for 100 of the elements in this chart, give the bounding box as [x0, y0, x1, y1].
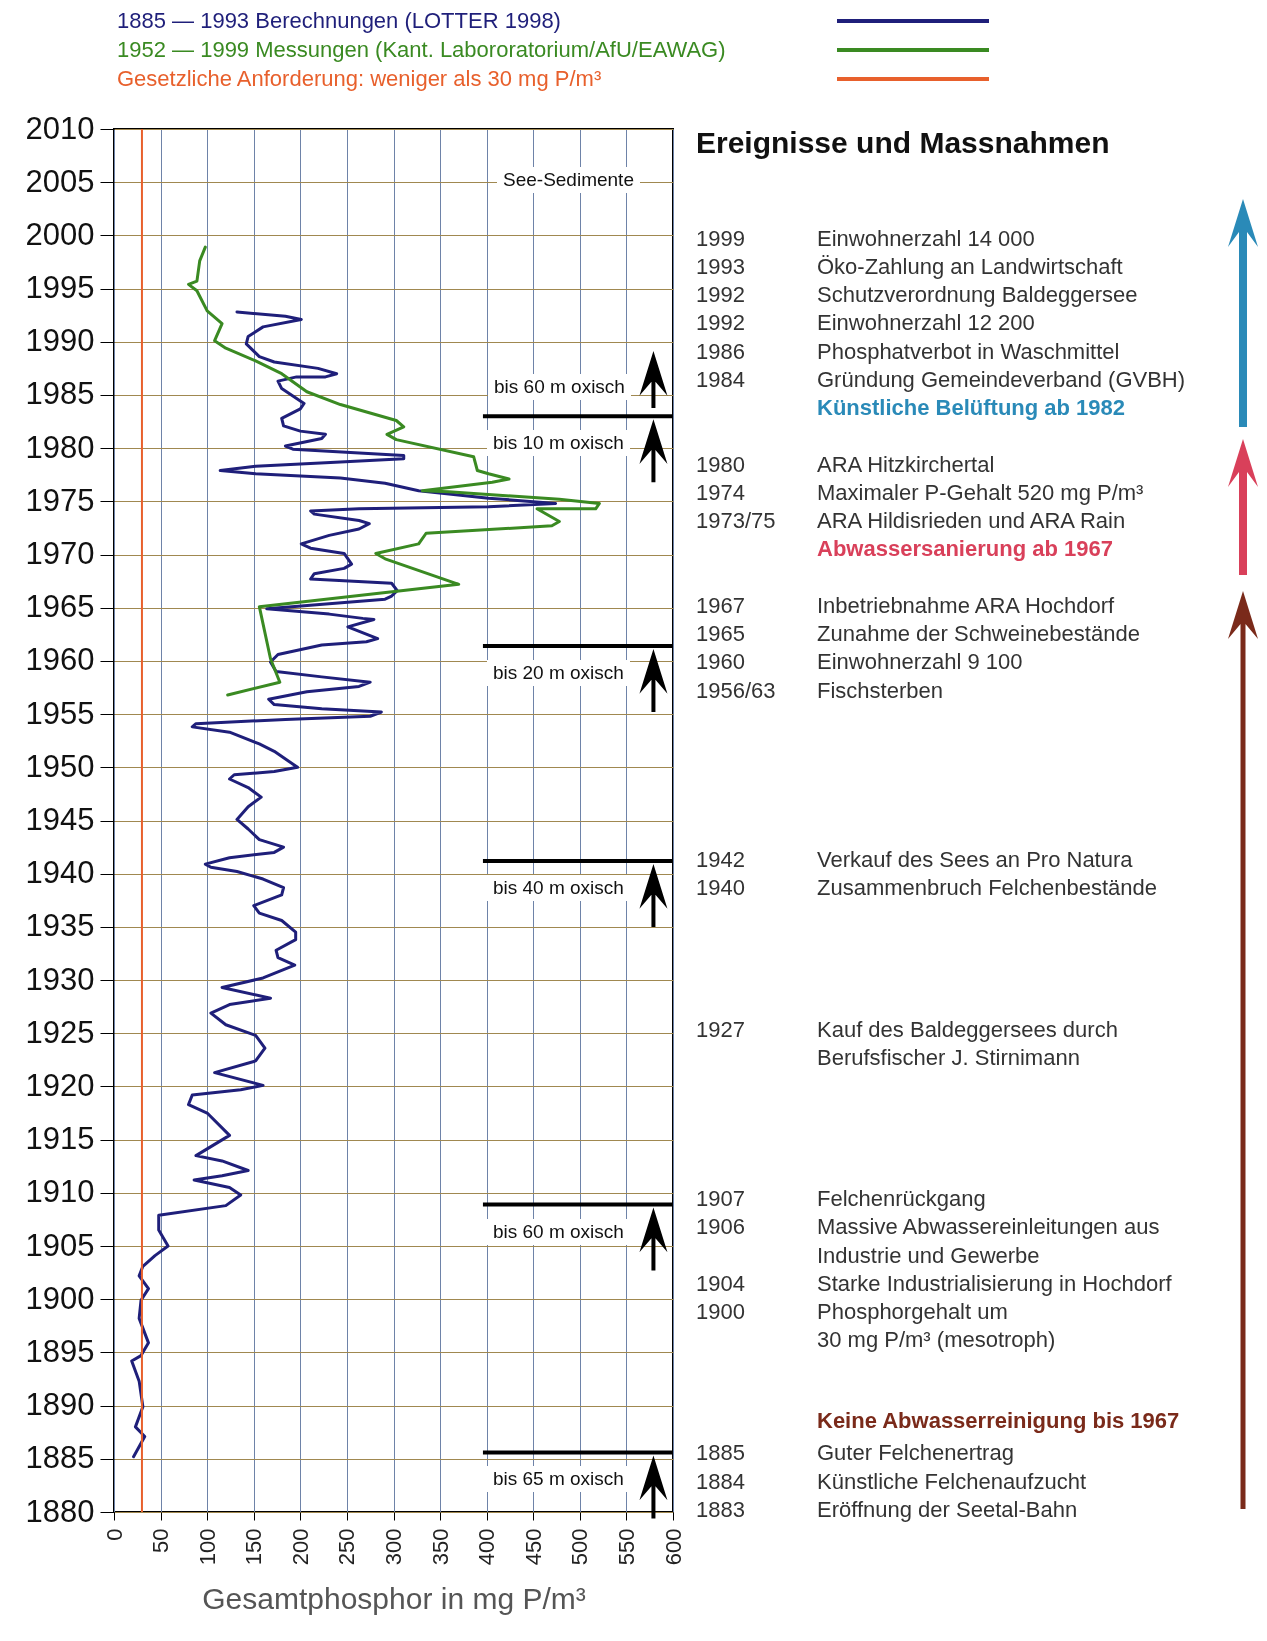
text: 1885 — 1993 Berechnungen (LOTTER 1998)	[117, 7, 562, 34]
ref-line-label: bis 20 m oxisch	[486, 660, 630, 687]
x-tick-label: 350	[427, 1528, 453, 1566]
text: Schutzverordnung Baldeggersee	[817, 281, 1138, 310]
x-tick-label: 250	[334, 1528, 360, 1566]
text: 1942	[696, 846, 745, 875]
text: ARA Hitzkirchertal	[817, 450, 995, 479]
y-tick-label: 1915	[25, 1121, 95, 1157]
text: 1940	[696, 874, 745, 903]
x-tick-label: 200	[287, 1528, 313, 1566]
text: Künstliche Belüftung ab 1982	[817, 394, 1126, 423]
text: Einwohnerzahl 14 000	[817, 224, 1035, 253]
x-tick-label: 450	[520, 1528, 546, 1566]
text: Maximaler P-Gehalt 520 mg P/m³	[817, 478, 1144, 507]
text: Gründung Gemeindeverband (GVBH)	[817, 365, 1186, 394]
text: ARA Hildisrieden und ARA Rain	[817, 507, 1126, 536]
x-tick-label: 100	[194, 1528, 220, 1566]
y-tick-label: 1980	[25, 429, 95, 465]
x-tick-label: 300	[381, 1528, 406, 1566]
text: 30 mg P/m³ (mesotroph)	[817, 1326, 1056, 1355]
text: Einwohnerzahl 12 200	[817, 309, 1035, 338]
y-tick-label: 1960	[25, 642, 95, 678]
text: 1960	[696, 648, 745, 677]
y-tick-label: 1940	[25, 855, 95, 891]
text: 1904	[696, 1269, 745, 1298]
text: Zunahme der Schweinebestände	[817, 620, 1140, 649]
y-tick-label: 1900	[25, 1280, 95, 1316]
text: 1907	[696, 1185, 745, 1214]
text: Fischsterben	[817, 676, 943, 705]
text: 1965	[696, 620, 745, 649]
text: Kauf des Baldeggersees durch	[817, 1015, 1118, 1044]
text: 1974	[696, 478, 745, 507]
y-tick-label: 1930	[25, 961, 95, 997]
text: Phosphatverbot in Waschmittel	[817, 337, 1120, 366]
text: 1992	[696, 309, 745, 338]
x-tick-label: 400	[474, 1528, 500, 1566]
text: 1906	[696, 1213, 745, 1242]
text: Industrie und Gewerbe	[817, 1241, 1040, 1270]
y-tick-label: 1965	[25, 589, 95, 625]
y-tick-label: 1955	[25, 695, 95, 731]
y-tick-label: 1990	[25, 323, 95, 359]
x-tick-label: 0	[101, 1528, 127, 1541]
text: 1927	[696, 1015, 745, 1044]
x-axis-title: Gesamtphosphor in mg P/m³	[202, 1582, 586, 1616]
text: Einwohnerzahl 9 100	[817, 648, 1023, 677]
y-tick-label: 1975	[25, 482, 95, 518]
text: Starke Industrialisierung in Hochdorf	[817, 1269, 1172, 1298]
annotation: bis 60 m oxisch	[488, 374, 631, 401]
text: Eröffnung der Seetal-Bahn	[817, 1495, 1078, 1524]
text: 1999	[696, 224, 745, 253]
text: Abwassersanierung ab 1967	[817, 535, 1113, 564]
x-tick-label: 150	[241, 1528, 267, 1566]
y-tick-label: 1935	[25, 908, 95, 944]
y-tick-label: 1950	[25, 748, 95, 784]
y-tick-label: 1945	[25, 802, 95, 837]
text: Felchenrückgang	[817, 1185, 986, 1214]
y-tick-label: 1920	[25, 1067, 95, 1103]
text: 1883	[696, 1495, 745, 1524]
text: 1993	[696, 252, 745, 281]
text: 1967	[696, 591, 745, 620]
text: 1980	[696, 450, 745, 479]
annotation: See-Sedimente	[497, 166, 640, 193]
text: Ereignisse und Massnahmen	[696, 125, 1110, 159]
x-tick-label: 50	[148, 1528, 174, 1553]
x-tick-label: 600	[660, 1528, 686, 1566]
text: 1956/63	[696, 676, 776, 705]
text: Zusammenbruch Felchenbestände	[817, 874, 1157, 903]
ref-line-label: bis 65 m oxisch	[486, 1466, 630, 1493]
ref-line-label: Gesetzliche Anforderung: weniger als 30 mg P/m³	[117, 65, 603, 92]
y-tick-label: 1985	[25, 376, 95, 412]
text: Verkauf des Sees an Pro Natura	[817, 846, 1133, 875]
y-tick-label: 2010	[25, 110, 95, 146]
text: 1884	[696, 1467, 745, 1496]
text: 1986	[696, 337, 745, 366]
text: Phosphorgehalt um	[817, 1298, 1008, 1327]
y-tick-label: 1910	[25, 1174, 95, 1210]
y-tick-label: 1925	[25, 1014, 95, 1050]
ref-line-label: bis 10 m oxisch	[486, 430, 630, 457]
y-tick-label: 1970	[25, 536, 95, 572]
text: Berufsfischer J. Stirnimann	[817, 1043, 1080, 1072]
text: Künstliche Felchenaufzucht	[817, 1467, 1087, 1496]
y-tick-label: 2000	[25, 216, 95, 252]
ref-line-label: bis 40 m oxisch	[486, 874, 630, 901]
y-tick-label: 1880	[25, 1493, 95, 1529]
y-tick-label: 1905	[25, 1227, 95, 1263]
text: Inbetriebnahme ARA Hochdorf	[817, 591, 1115, 620]
ref-line-label: bis 60 m oxisch	[486, 1218, 630, 1245]
text: 1992	[696, 281, 745, 310]
x-tick-label: 550	[613, 1528, 639, 1566]
y-tick-label: 2005	[25, 163, 95, 199]
y-tick-label: 1995	[25, 270, 95, 306]
text: Massive Abwassereinleitungen aus	[817, 1213, 1160, 1242]
y-tick-label: 1895	[25, 1333, 95, 1369]
y-tick-label: 1890	[25, 1387, 95, 1423]
text: Keine Abwasserreinigung bis 1967	[817, 1406, 1180, 1435]
text: 1885	[696, 1439, 745, 1468]
y-tick-label: 1885	[25, 1440, 95, 1476]
text: 1973/75	[696, 507, 776, 536]
text: Guter Felchenertrag	[817, 1439, 1014, 1468]
text: 1900	[696, 1298, 745, 1327]
